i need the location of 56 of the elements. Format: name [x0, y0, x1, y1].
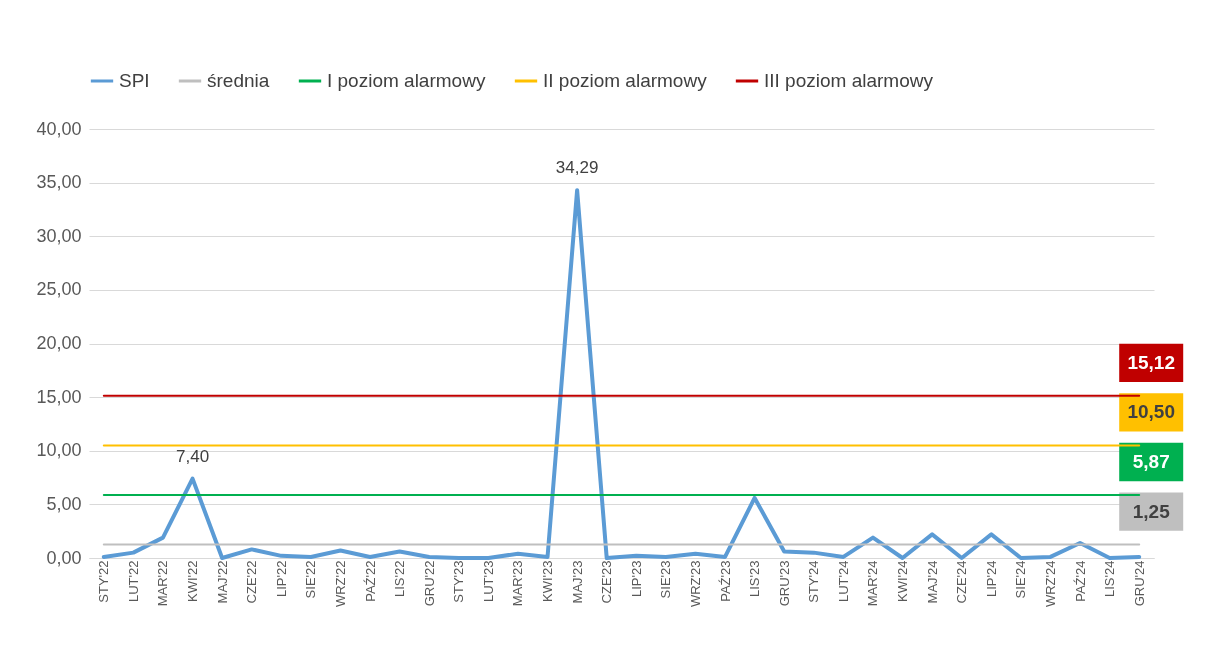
- x-tick-label: MAR'22: [155, 560, 171, 607]
- legend-label: średnia: [207, 70, 270, 91]
- x-tick-label: MAJ'22: [214, 560, 230, 604]
- y-tick-label: 15,00: [36, 386, 82, 407]
- x-tick-label: STY'22: [96, 560, 112, 603]
- x-tick-label: WRZ'23: [687, 560, 703, 608]
- x-tick-label: MAJ'23: [569, 560, 585, 604]
- y-tick-label: 0,00: [46, 547, 82, 568]
- x-tick-label: LUT'24: [835, 560, 851, 603]
- x-tick-label: LIP'24: [983, 560, 999, 597]
- x-tick-label: WRZ'22: [332, 560, 348, 608]
- x-tick-label: KWI'22: [185, 560, 201, 602]
- x-tick-label: KWI'23: [540, 560, 556, 602]
- legend-label: I poziom alarmowy: [327, 70, 486, 91]
- x-tick-label: CZE'24: [954, 560, 970, 604]
- x-tick-label: CZE'22: [244, 560, 260, 604]
- legend-label: SPI: [119, 70, 150, 91]
- x-tick-label: PAŹ'23: [717, 560, 733, 602]
- y-tick-label: 20,00: [36, 333, 82, 353]
- legend-label: III poziom alarmowy: [764, 70, 934, 91]
- data-label: 34,29: [555, 158, 599, 178]
- x-tick-label: LUT'22: [125, 560, 141, 603]
- x-tick-label: LIS'23: [747, 560, 763, 597]
- y-tick-label: 10,00: [36, 440, 82, 461]
- y-tick-label: 5,00: [46, 493, 82, 514]
- x-tick-label: LIP'23: [628, 560, 644, 597]
- data-label: 1,25: [1132, 500, 1171, 522]
- x-tick-label: PAŹ'22: [362, 560, 378, 602]
- x-tick-label: STY'23: [451, 560, 467, 603]
- x-tick-label: PAŹ'24: [1072, 560, 1088, 602]
- data-label: 7,40: [175, 446, 210, 466]
- x-tick-label: GRU'23: [776, 560, 792, 607]
- data-label: 5,87: [1132, 451, 1170, 473]
- x-tick-label: SIE'22: [303, 560, 319, 599]
- x-tick-label: SIE'23: [658, 560, 674, 599]
- x-tick-label: LIS'24: [1102, 560, 1118, 597]
- y-tick-label: 40,00: [36, 118, 82, 139]
- x-tick-label: LIP'22: [273, 560, 289, 597]
- y-tick-label: 25,00: [36, 279, 82, 300]
- x-tick-label: LUT'23: [480, 560, 496, 603]
- x-tick-label: LIS'22: [392, 560, 408, 597]
- x-tick-label: MAJ'24: [924, 560, 940, 604]
- x-tick-label: WRZ'24: [1042, 560, 1058, 608]
- y-tick-label: 35,00: [36, 172, 82, 193]
- x-tick-label: STY'24: [806, 560, 822, 603]
- x-tick-label: SIE'24: [1013, 560, 1029, 599]
- legend-label: II poziom alarmowy: [543, 70, 708, 91]
- x-tick-label: CZE'23: [599, 560, 615, 604]
- data-label: 15,12: [1127, 351, 1175, 373]
- x-tick-label: MAR'23: [510, 560, 526, 607]
- x-tick-label: GRU'24: [1131, 560, 1147, 607]
- data-label: 10,50: [1127, 401, 1175, 423]
- x-tick-label: KWI'24: [895, 560, 911, 602]
- y-tick-label: 30,00: [36, 225, 82, 246]
- x-tick-label: GRU'22: [421, 560, 437, 607]
- x-tick-label: MAR'24: [865, 560, 881, 607]
